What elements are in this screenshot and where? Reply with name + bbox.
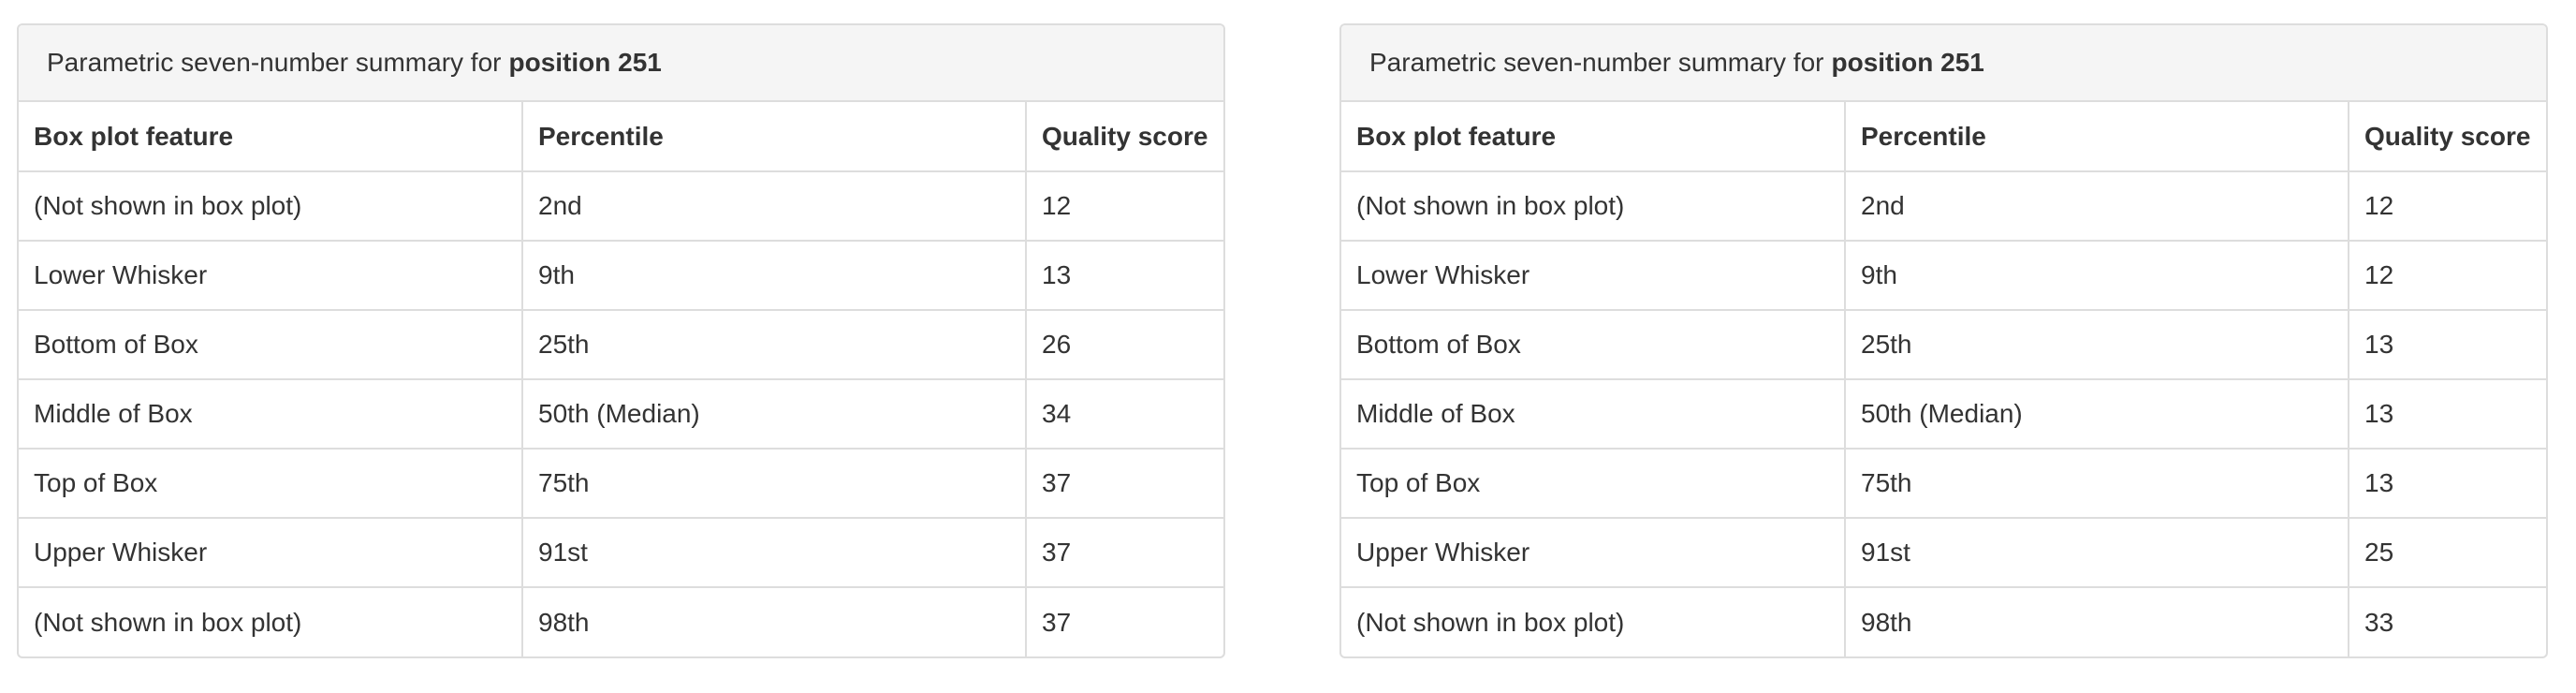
summary-table: Box plot feature Percentile Quality scor…: [19, 102, 1223, 656]
column-header-percentile: Percentile: [522, 102, 1027, 172]
table-row: Upper Whisker 91st 25: [1341, 518, 2546, 588]
cell-quality: 37: [1026, 518, 1223, 588]
cell-feature: Upper Whisker: [1341, 518, 1846, 588]
cell-quality: 33: [2364, 607, 2394, 637]
cell-feature: Upper Whisker: [19, 518, 523, 588]
table-row: Top of Box 75th 37: [19, 449, 1223, 519]
cell-percentile: 98th: [1845, 587, 2349, 656]
cell-percentile: 9th: [522, 241, 1027, 311]
cell-feature: Middle of Box: [19, 379, 523, 450]
column-header-feature: Box plot feature: [19, 102, 523, 172]
cell-feature: (Not shown in box plot): [1341, 587, 1846, 656]
table-row: (Not shown in box plot) 98th 33: [1341, 587, 2546, 656]
panel-heading-position: position 251: [1831, 48, 1984, 77]
table-row: Lower Whisker 9th 13: [19, 241, 1223, 311]
cell-quality: 12: [2349, 171, 2546, 242]
cell-percentile: 25th: [522, 310, 1027, 380]
panel-heading-text: Parametric seven-number summary for: [47, 48, 502, 77]
panel-heading-position: position 251: [508, 48, 662, 77]
cell-percentile: 9th: [1845, 241, 2349, 311]
cell-quality: 13: [2349, 379, 2546, 450]
cell-percentile: 91st: [1845, 518, 2349, 588]
table-row: (Not shown in box plot) 2nd 12: [19, 171, 1223, 242]
cell-feature: Bottom of Box: [1341, 310, 1846, 380]
summary-panel-left: Parametric seven-number summary for posi…: [17, 23, 1225, 658]
cell-percentile: 98th: [522, 587, 1027, 656]
column-header-feature: Box plot feature: [1341, 102, 1846, 172]
table-row: Top of Box 75th 13: [1341, 449, 2546, 519]
panel-heading: Parametric seven-number summary for posi…: [1341, 25, 2546, 102]
cell-feature: (Not shown in box plot): [19, 171, 523, 242]
cell-feature: Bottom of Box: [19, 310, 523, 380]
cell-percentile: 25th: [1845, 310, 2349, 380]
table-row: Middle of Box 50th (Median) 34: [19, 379, 1223, 450]
table-row: Bottom of Box 25th 13: [1341, 310, 2546, 380]
table-row: Lower Whisker 9th 12: [1341, 241, 2546, 311]
cell-quality: 12: [1026, 171, 1223, 242]
panel-heading-text: Parametric seven-number summary for: [1369, 48, 1824, 77]
table-row: (Not shown in box plot) 98th 37: [19, 587, 1223, 656]
cell-percentile: 50th (Median): [1845, 379, 2349, 450]
panel-heading: Parametric seven-number summary for posi…: [19, 25, 1223, 102]
summary-panel-right: Parametric seven-number summary for posi…: [1339, 23, 2548, 658]
cell-feature: (Not shown in box plot): [1341, 171, 1846, 242]
table-header-row: Box plot feature Percentile Quality scor…: [19, 102, 1223, 172]
table-row: (Not shown in box plot) 2nd 12: [1341, 171, 2546, 242]
cell-feature: Lower Whisker: [19, 241, 523, 311]
table-row: Middle of Box 50th (Median) 13: [1341, 379, 2546, 450]
table-row: Upper Whisker 91st 37: [19, 518, 1223, 588]
cell-quality: 37: [1042, 607, 1072, 637]
column-header-quality: Quality score: [2349, 102, 2546, 172]
cell-percentile: 2nd: [1845, 171, 2349, 242]
column-header-quality: Quality score: [1026, 102, 1223, 172]
cell-quality: 13: [2349, 449, 2546, 519]
table-row: Bottom of Box 25th 26: [19, 310, 1223, 380]
cell-quality: 12: [2349, 241, 2546, 311]
cell-quality: 26: [1026, 310, 1223, 380]
cell-percentile: 2nd: [522, 171, 1027, 242]
cell-feature: Lower Whisker: [1341, 241, 1846, 311]
cell-percentile: 50th (Median): [522, 379, 1027, 450]
cell-quality: 37: [1026, 449, 1223, 519]
cell-quality: 13: [1026, 241, 1223, 311]
cell-quality: 25: [2349, 518, 2546, 588]
summary-table: Box plot feature Percentile Quality scor…: [1341, 102, 2546, 656]
column-header-percentile: Percentile: [1845, 102, 2349, 172]
cell-quality: 13: [2349, 310, 2546, 380]
cell-percentile: 91st: [522, 518, 1027, 588]
cell-percentile: 75th: [1845, 449, 2349, 519]
cell-feature: (Not shown in box plot): [19, 587, 523, 656]
cell-feature: Top of Box: [1341, 449, 1846, 519]
cell-quality: 34: [1026, 379, 1223, 450]
cell-feature: Top of Box: [19, 449, 523, 519]
table-header-row: Box plot feature Percentile Quality scor…: [1341, 102, 2546, 172]
cell-percentile: 75th: [522, 449, 1027, 519]
cell-feature: Middle of Box: [1341, 379, 1846, 450]
